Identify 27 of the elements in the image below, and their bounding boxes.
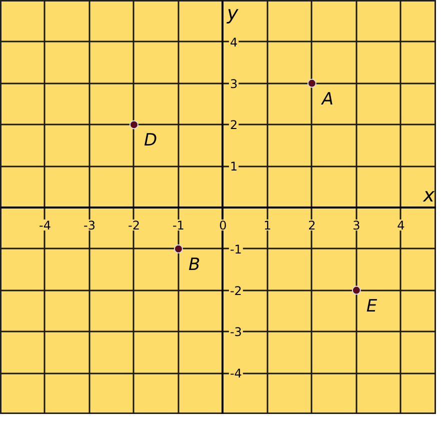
y-axis-title: y <box>226 2 239 24</box>
x-tick-label: 0 <box>219 218 227 232</box>
y-tick-label: -1 <box>230 242 242 256</box>
x-tick-label: -4 <box>39 218 51 232</box>
annotation: E <box>366 296 378 316</box>
y-tick-label: -4 <box>230 366 242 381</box>
y-tick-label: 1 <box>230 160 238 174</box>
y-tick-label: 4 <box>230 35 238 50</box>
x-tick-label: -1 <box>172 218 184 232</box>
x-tick-label: 1 <box>264 218 272 232</box>
y-tick-label: -2 <box>230 284 242 298</box>
point <box>129 120 138 130</box>
x-tick-label: 4 <box>397 218 405 232</box>
x-tick-label: 3 <box>352 218 360 232</box>
annotation: D <box>144 130 158 151</box>
y-tick-label: -3 <box>230 325 242 340</box>
y-tick-label: 3 <box>230 76 238 91</box>
point <box>307 78 316 88</box>
point <box>174 244 183 254</box>
x-tick-label: 2 <box>308 218 316 232</box>
annotation: A <box>320 89 334 110</box>
x-tick-label: -2 <box>128 218 140 232</box>
annotation: B <box>188 254 200 275</box>
point <box>352 286 361 295</box>
x-tick-label: -3 <box>83 218 96 232</box>
y-tick-label: 2 <box>230 118 238 132</box>
x-axis-title: x <box>422 184 436 206</box>
